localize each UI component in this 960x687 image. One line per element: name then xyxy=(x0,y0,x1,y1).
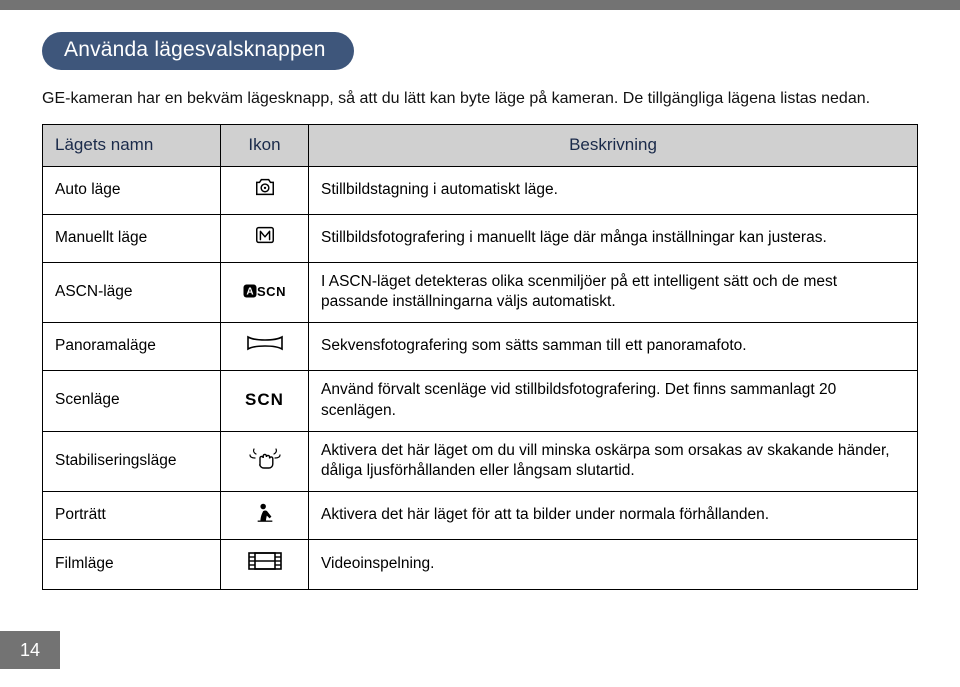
mode-desc: Använd förvalt scenläge vid stillbildsfo… xyxy=(309,371,918,431)
table-row: Porträtt Aktivera det här läget för att … xyxy=(43,491,918,539)
film-icon xyxy=(247,549,283,573)
modes-table: Lägets namn Ikon Beskrivning Auto läge S… xyxy=(42,124,918,591)
mode-name: ASCN-läge xyxy=(43,262,221,322)
mode-icon-cell xyxy=(221,491,309,539)
mode-name: Manuellt läge xyxy=(43,214,221,262)
table-row: Stabiliseringsläge Aktivera det här läge… xyxy=(43,431,918,491)
mode-desc: Aktivera det här läget för att ta bilder… xyxy=(309,491,918,539)
col-header-desc: Beskrivning xyxy=(309,124,918,166)
mode-desc: Stillbildsfotografering i manuellt läge … xyxy=(309,214,918,262)
table-row: Auto läge Stillbildstagning i automatisk… xyxy=(43,166,918,214)
page-number: 14 xyxy=(0,631,60,669)
mode-desc: I ASCN-läget detekteras olika scenmiljöe… xyxy=(309,262,918,322)
table-row: Manuellt läge Stillbildsfotografering i … xyxy=(43,214,918,262)
mode-icon-cell: A SCN xyxy=(221,262,309,322)
mode-name: Panoramaläge xyxy=(43,323,221,371)
portrait-icon xyxy=(254,501,276,523)
panorama-icon xyxy=(245,332,285,354)
intro-paragraph: GE-kameran har en bekväm lägesknapp, så … xyxy=(42,88,918,110)
top-accent-bar xyxy=(0,0,960,10)
mode-name: Scenläge xyxy=(43,371,221,431)
ascn-icon: A SCN xyxy=(243,283,286,300)
section-heading-wrap: Använda lägesvalsknappen xyxy=(42,32,918,70)
table-row: Scenläge SCN Använd förvalt scenläge vid… xyxy=(43,371,918,431)
table-row: Filmläge Videoinspelning. xyxy=(43,540,918,590)
mode-icon-cell xyxy=(221,323,309,371)
table-header-row: Lägets namn Ikon Beskrivning xyxy=(43,124,918,166)
mode-icon-cell: SCN xyxy=(221,371,309,431)
mode-desc: Videoinspelning. xyxy=(309,540,918,590)
m-square-icon xyxy=(254,224,276,246)
mode-icon-cell xyxy=(221,431,309,491)
mode-name: Filmläge xyxy=(43,540,221,590)
mode-desc: Sekvensfotografering som sätts samman ti… xyxy=(309,323,918,371)
page-content: Använda lägesvalsknappen GE-kameran har … xyxy=(0,32,960,590)
col-header-name: Lägets namn xyxy=(43,124,221,166)
mode-name: Stabiliseringsläge xyxy=(43,431,221,491)
section-heading: Använda lägesvalsknappen xyxy=(42,32,354,70)
mode-icon-cell xyxy=(221,166,309,214)
mode-icon-cell xyxy=(221,540,309,590)
mode-name: Porträtt xyxy=(43,491,221,539)
camera-auto-icon xyxy=(254,176,276,198)
svg-text:A: A xyxy=(246,287,253,298)
hand-shake-icon xyxy=(247,446,283,470)
table-row: Panoramaläge Sekvensfotografering som sä… xyxy=(43,323,918,371)
mode-icon-cell xyxy=(221,214,309,262)
scn-text-icon: SCN xyxy=(245,390,284,409)
mode-name: Auto läge xyxy=(43,166,221,214)
mode-desc: Aktivera det här läget om du vill minska… xyxy=(309,431,918,491)
table-row: ASCN-läge A SCN I ASCN-läget detekteras … xyxy=(43,262,918,322)
mode-desc: Stillbildstagning i automatiskt läge. xyxy=(309,166,918,214)
col-header-icon: Ikon xyxy=(221,124,309,166)
